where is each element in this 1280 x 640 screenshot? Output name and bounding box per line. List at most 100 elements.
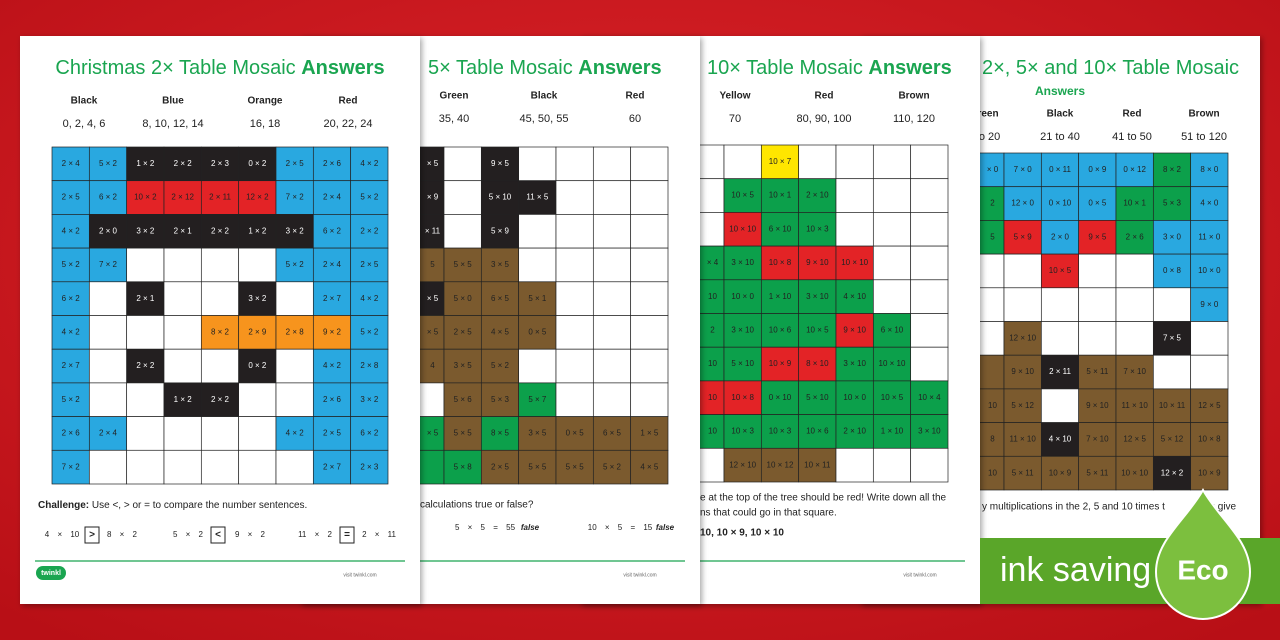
mosaic-cell (480, 348, 520, 384)
mosaic-cell (275, 247, 314, 283)
cell-calculation: 2 × 6 (323, 395, 342, 404)
cell-calculation: 10 × 8 (1198, 435, 1221, 444)
comparison-left: 5 × 2 (173, 530, 204, 539)
cell-calculation: 2 × 5 (62, 193, 81, 202)
mosaic-cell (126, 214, 165, 249)
title-text: Christmas 2× Table Mosaic (55, 57, 301, 79)
cell-calculation: 6 × 5 (491, 294, 510, 303)
cell-calculation: 2 × 5 (323, 429, 342, 438)
twinkl-logo-text: twinkl (41, 570, 61, 577)
mosaic-cell (835, 313, 874, 348)
mosaic-cell (1190, 354, 1229, 390)
mosaic-cell (555, 214, 594, 249)
mosaic-cell (480, 180, 520, 215)
cell-calculation: 11 × 0 (1198, 232, 1220, 241)
cell-calculation: 5 × 2 (99, 159, 118, 168)
legend-values: 21 to 40 (1040, 131, 1080, 143)
cell-calculation: 5 × 10 (806, 393, 829, 402)
cell-calculation: 10 (708, 359, 717, 368)
cell-calculation: 5 (430, 260, 435, 269)
cell-calculation: 1 × 2 (248, 226, 267, 235)
mosaic-cell (312, 281, 352, 316)
cell-calculation: 10 × 5 (806, 325, 829, 334)
mosaic-cell (443, 214, 482, 249)
mosaic-cell (163, 449, 202, 485)
mosaic-cell (518, 247, 557, 283)
mosaic-cell (1040, 321, 1080, 356)
mosaic-cell (872, 212, 912, 247)
cell-calculation: 10 × 11 (1159, 401, 1186, 410)
mosaic-cell (88, 315, 128, 350)
mosaic-cell (443, 180, 482, 215)
cell-calculation: × 5 (427, 327, 439, 336)
cell-calculation: 10 × 9 (1049, 468, 1072, 477)
cell-calculation: 11 × 10 (1122, 401, 1149, 410)
cell-calculation: 10 × 10 (729, 224, 756, 233)
mosaic-cell (275, 382, 314, 417)
cell-calculation: 6 × 10 (881, 325, 904, 334)
cell-calculation: 5 × 2 (62, 260, 81, 269)
cell-calculation: 7 × 2 (62, 462, 81, 471)
mosaic-cell (350, 416, 389, 451)
cell-calculation: 5 × 8 (454, 462, 473, 471)
cell-calculation: 2 × 4 (323, 193, 342, 202)
legend-colour: Orange (247, 96, 282, 107)
mosaic-cell (872, 178, 912, 213)
mosaic-cell (312, 449, 352, 485)
mosaic-cell (480, 416, 520, 451)
cell-calculation: 4 × 2 (286, 429, 305, 438)
mosaic-cell (910, 178, 949, 213)
cell-calculation: 2 × 6 (1126, 232, 1145, 241)
legend-values: 110, 120 (893, 113, 935, 125)
cell-calculation: 5 × 5 (454, 429, 473, 438)
mosaic-cell (910, 414, 949, 449)
legend-colour: Green (440, 91, 469, 102)
cell-calculation: 1 × 2 (136, 159, 155, 168)
mosaic-cell (518, 449, 557, 485)
mosaic-cell (1003, 220, 1042, 255)
mosaic-cell (163, 281, 202, 316)
mosaic-cell (480, 449, 520, 485)
cell-calculation: 4 × 2 (323, 361, 342, 370)
mosaic-cell (238, 416, 277, 451)
cell-calculation: 8 × 2 (211, 327, 230, 336)
cell-calculation: 10 × 9 (769, 359, 792, 368)
footer-link: visit twinkl.com (623, 572, 656, 578)
mosaic-cell (555, 281, 594, 316)
cell-calculation: 2 × 11 (1049, 367, 1071, 376)
mosaic-cell (518, 416, 557, 451)
legend-colour: Black (71, 96, 98, 107)
mosaic-cell (126, 281, 165, 316)
cell-calculation: 0 × 5 (1088, 199, 1107, 208)
mosaic-cell (723, 447, 762, 483)
mosaic-cell (1152, 354, 1192, 390)
cell-calculation: 2 × 12 (171, 193, 194, 202)
mosaic-cell (1003, 287, 1042, 322)
cell-calculation: 6 × 2 (323, 226, 342, 235)
mosaic-cell (1078, 220, 1117, 255)
cell-calculation: 9 × 10 (806, 258, 829, 267)
cell-calculation: 10 × 6 (806, 427, 829, 436)
mosaic-cell (1003, 253, 1042, 289)
legend-values: 41 to 50 (1112, 131, 1152, 143)
mosaic-cell (835, 447, 874, 483)
mosaic-cell (592, 281, 632, 316)
mosaic-cell (312, 247, 352, 283)
cell-calculation: 12 × 5 (1198, 401, 1221, 410)
challenge-label: Challenge: (38, 500, 89, 511)
mosaic-cell (723, 144, 762, 180)
cell-calculation: 12 × 5 (1123, 435, 1146, 444)
mosaic-cell (163, 416, 202, 451)
legend-values: 0, 2, 4, 6 (63, 118, 106, 130)
cell-calculation: 10 × 12 (767, 460, 794, 469)
cell-calculation: 3 × 10 (731, 325, 754, 334)
cell-calculation: 2 × 4 (99, 429, 118, 438)
mosaic-cell (1190, 455, 1229, 491)
mosaic-cell (872, 447, 912, 483)
mosaic-cell (312, 382, 352, 417)
cell-calculation: 10 × 3 (769, 427, 792, 436)
cell-calculation: 5 × 5 (566, 462, 585, 471)
cell-calculation: 9 × 2 (323, 327, 342, 336)
mosaic-cell (1115, 321, 1154, 356)
legend-colour: Red (1123, 109, 1142, 120)
